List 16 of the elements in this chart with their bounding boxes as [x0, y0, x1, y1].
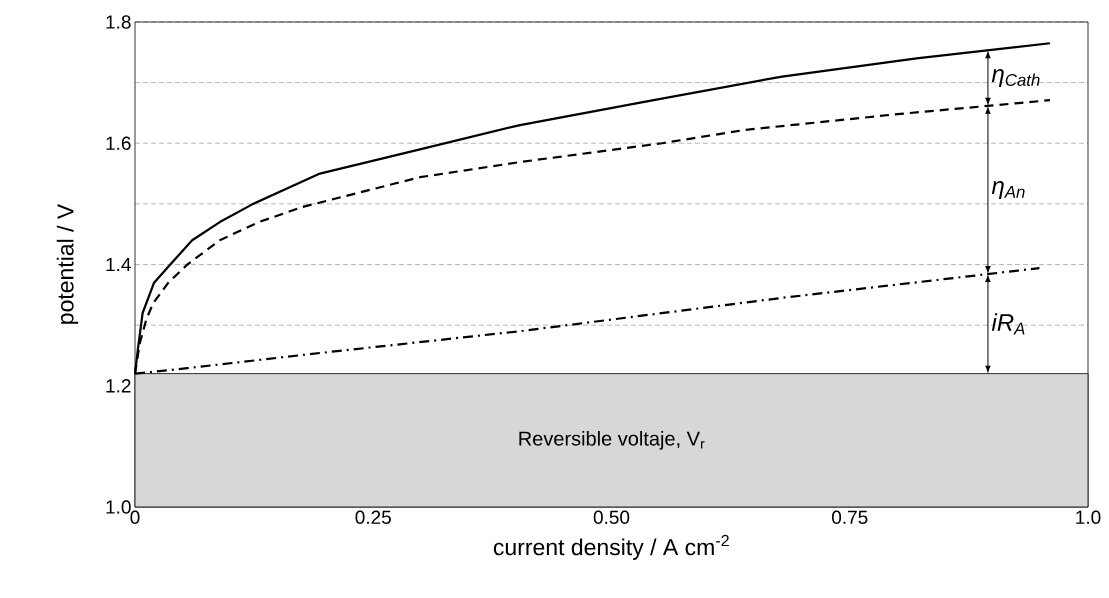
- y-tick-label: 1.0: [106, 500, 131, 514]
- y-tick-label: 1.6: [106, 136, 131, 150]
- y-axis-title: potential / V: [56, 203, 79, 324]
- x-tick-label: 1.0: [1076, 510, 1101, 524]
- annotation: η$_{Cath}$: [991, 69, 1040, 88]
- x-tick-label: 0: [130, 510, 140, 524]
- x-tick-label: 0.50: [593, 510, 630, 524]
- x-axis-title: current density / A cm$^{-2}$: [493, 534, 729, 560]
- y-tick-label: 1.4: [106, 257, 131, 272]
- band-label: Reversible voltaje, V$_{r}$: [519, 430, 705, 450]
- y-tick-label: 1.2: [106, 379, 131, 393]
- y-tick-label: 1.8: [106, 15, 131, 29]
- annotation: η$_{An}$: [991, 181, 1025, 199]
- annotation: iR$_{A}$: [991, 313, 1025, 335]
- x-tick-label: 0.25: [355, 510, 391, 524]
- x-tick-label: 0.75: [832, 510, 868, 524]
